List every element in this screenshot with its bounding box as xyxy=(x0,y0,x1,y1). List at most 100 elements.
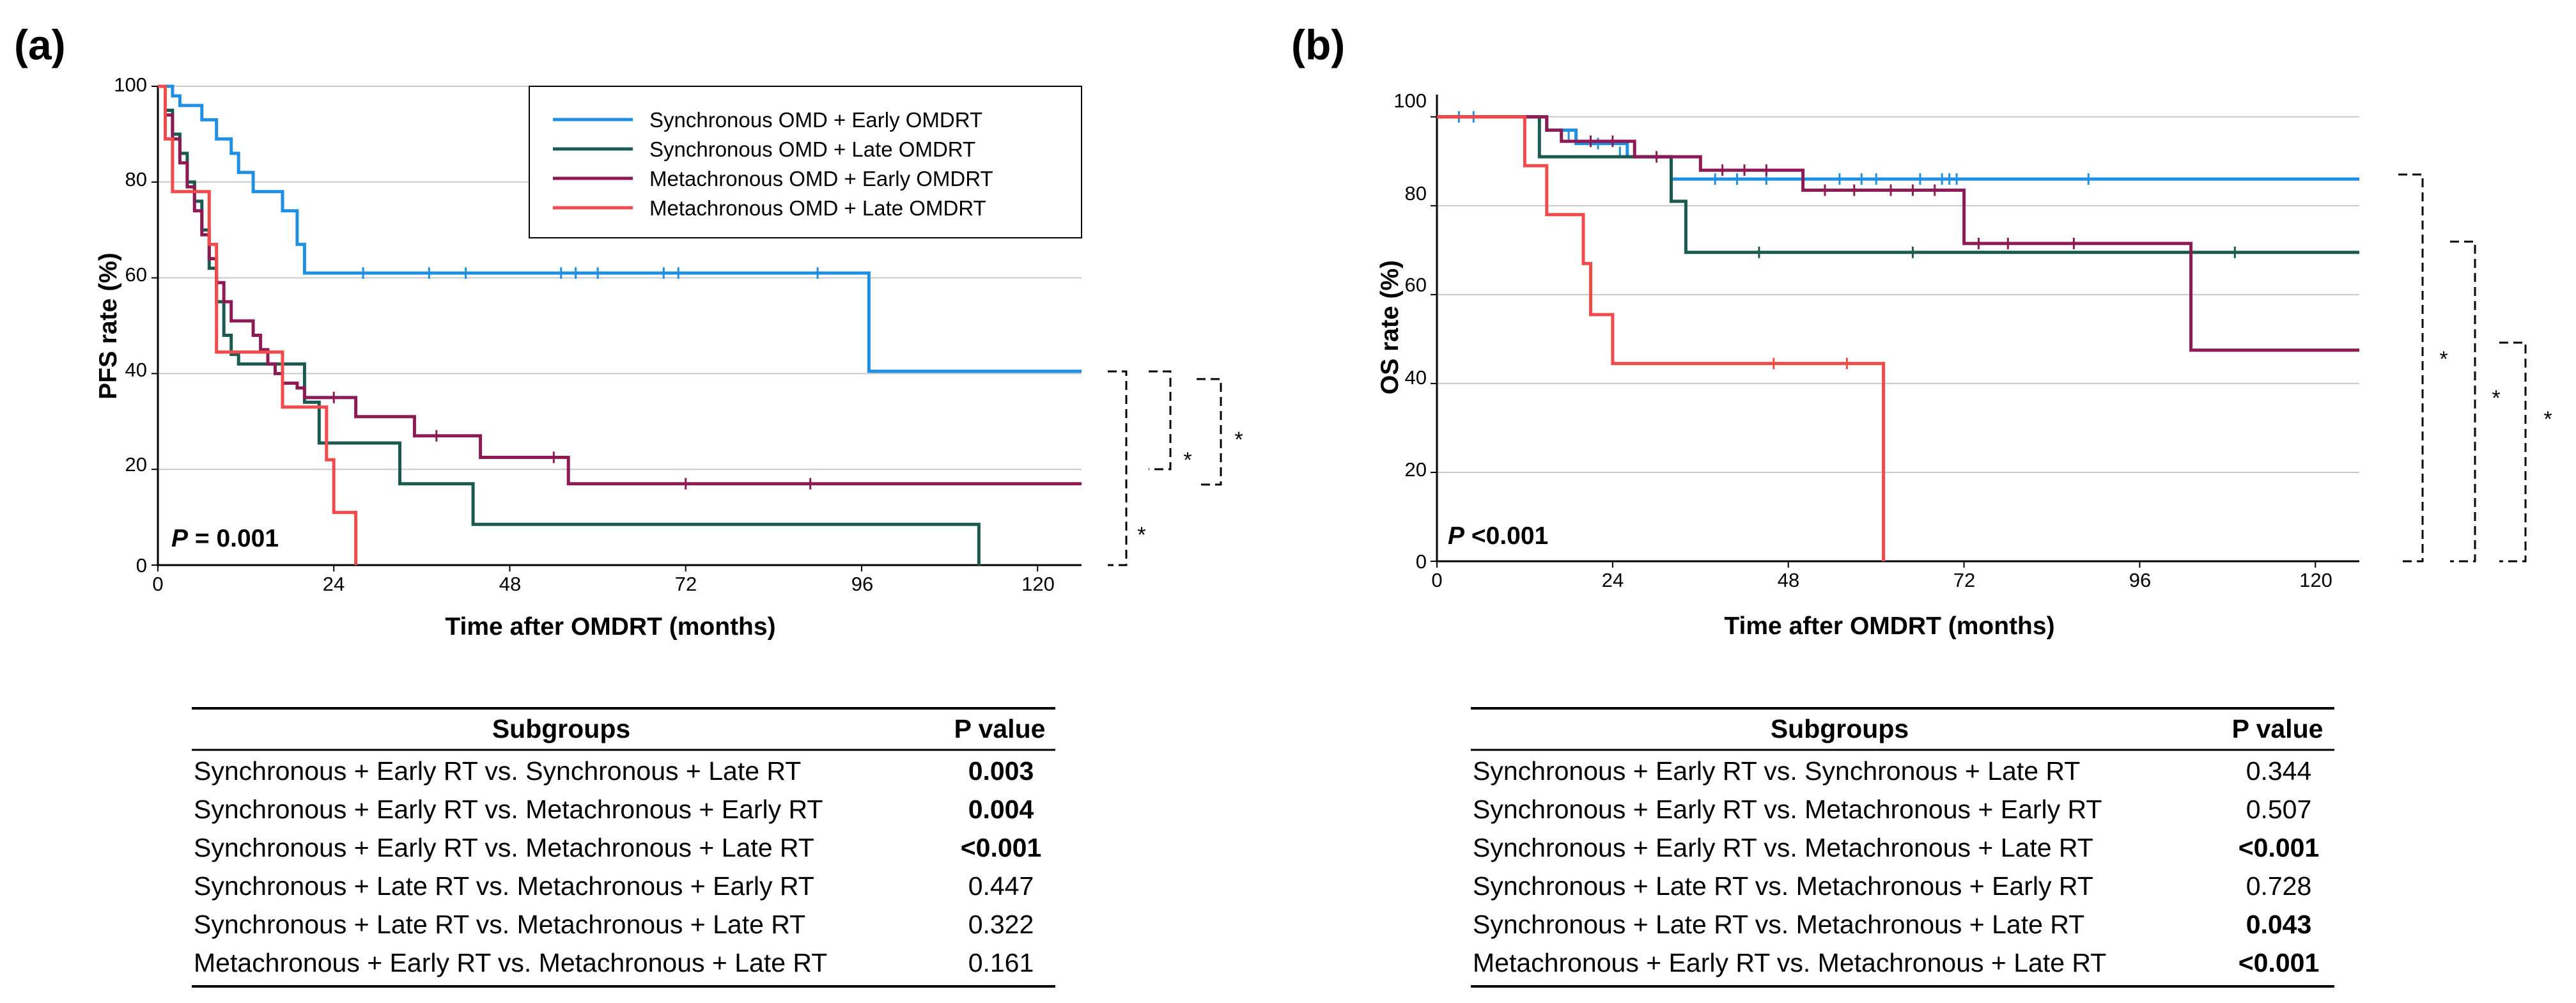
table-row: Synchronous + Late RT vs. Metachronous +… xyxy=(194,871,1034,901)
y-tick-labels-b: 0 20 40 60 80 100 xyxy=(1393,89,1427,573)
table-row: Synchronous + Early RT vs. Metachronous … xyxy=(1473,833,2319,862)
table-a-header-pvalue: P value xyxy=(954,714,1046,743)
bracket-a-2 xyxy=(1149,370,1172,470)
table-b-row2-label: Synchronous + Early RT vs. Metachronous … xyxy=(1473,795,2102,824)
legend-label-sync-early: Synchronous OMD + Early OMDRT xyxy=(649,108,982,132)
x-tick-label-48: 48 xyxy=(1778,569,1799,591)
panel-b-os-chart: (b) 0 20 40 60 80 100 0 24 48 72 96 120 … xyxy=(1291,21,2552,640)
ticks-a xyxy=(151,86,1039,571)
significance-brackets-a: * * * xyxy=(1108,370,1243,566)
table-a-row5-p: 0.322 xyxy=(968,910,1034,939)
y-tick-label-0: 0 xyxy=(1416,550,1427,573)
table-row: Synchronous + Early RT vs. Synchronous +… xyxy=(194,756,1034,786)
table-b-row3-p: <0.001 xyxy=(2238,833,2320,862)
table-row: Synchronous + Early RT vs. Metachronous … xyxy=(1473,795,2311,824)
y-tick-label-40: 40 xyxy=(125,359,147,381)
table-b-row4-label: Synchronous + Late RT vs. Metachronous +… xyxy=(1473,871,2093,901)
table-b-row2-p: 0.507 xyxy=(2246,795,2312,824)
p-value-a: = 0.001 xyxy=(188,525,279,552)
x-axis-title-b: Time after OMDRT (months) xyxy=(1724,612,2054,640)
ticks-b xyxy=(1431,116,2316,568)
km-curve-meta-early xyxy=(158,84,1082,486)
legend-label-meta-early: Metachronous OMD + Early OMDRT xyxy=(649,167,993,190)
table-row: Synchronous + Late RT vs. Metachronous +… xyxy=(1473,871,2311,901)
bracket-b-2 xyxy=(2450,240,2476,563)
table-b-row1-label: Synchronous + Early RT vs. Synchronous +… xyxy=(1473,756,2080,786)
bracket-b-3 xyxy=(2499,341,2527,563)
y-axis-title-b: OS rate (%) xyxy=(1376,260,1404,394)
x-tick-label-24: 24 xyxy=(323,573,345,595)
x-tick-label-48: 48 xyxy=(499,573,521,595)
table-b-row6-label: Metachronous + Early RT vs. Metachronous… xyxy=(1473,948,2106,977)
x-tick-label-96: 96 xyxy=(2129,569,2151,591)
bracket-a-1 xyxy=(1108,370,1128,566)
km-curve-meta-late xyxy=(1437,115,1886,561)
x-tick-label-72: 72 xyxy=(1953,569,1975,591)
km-curve-meta-late xyxy=(158,84,358,565)
y-tick-label-60: 60 xyxy=(125,263,147,286)
table-b-header-subgroups: Subgroups xyxy=(1771,714,1909,743)
bracket-b-1 xyxy=(2398,173,2424,563)
pvalue-table-a: Subgroups P value Synchronous + Early RT… xyxy=(192,707,1055,988)
table-row: Synchronous + Early RT vs. Metachronous … xyxy=(194,795,1034,824)
sig-mark-b-2: * xyxy=(2492,386,2500,410)
y-tick-label-0: 0 xyxy=(136,554,147,577)
x-tick-label-72: 72 xyxy=(675,573,697,595)
table-b-row5-p: 0.043 xyxy=(2246,910,2312,939)
x-tick-label-120: 120 xyxy=(1021,573,1055,595)
x-tick-label-24: 24 xyxy=(1602,569,1624,591)
sig-mark-a-3: * xyxy=(1234,428,1243,452)
table-b-row5-label: Synchronous + Late RT vs. Metachronous +… xyxy=(1473,910,2084,939)
legend-label-meta-late: Metachronous OMD + Late OMDRT xyxy=(649,196,986,220)
table-a-row3-label: Synchronous + Early RT vs. Metachronous … xyxy=(194,833,814,862)
table-a-row5-label: Synchronous + Late RT vs. Metachronous +… xyxy=(194,910,805,939)
sig-mark-a-2: * xyxy=(1183,448,1191,472)
table-a-row3-p: <0.001 xyxy=(961,833,1042,862)
series-group-b xyxy=(1437,111,2359,561)
sig-mark-a-1: * xyxy=(1137,523,1145,547)
p-value-b: <0.001 xyxy=(1464,522,1548,550)
legend-label-sync-late: Synchronous OMD + Late OMDRT xyxy=(649,137,975,161)
km-curve-sync-early xyxy=(158,84,1082,373)
p-italic-b: P xyxy=(1448,522,1465,550)
sig-mark-b-3: * xyxy=(2543,407,2552,432)
y-tick-label-100: 100 xyxy=(1393,89,1427,112)
x-tick-labels-b: 0 24 48 72 96 120 xyxy=(1431,569,2332,591)
y-tick-label-80: 80 xyxy=(125,168,147,190)
panel-label-a: (a) xyxy=(14,21,66,68)
sig-mark-b-1: * xyxy=(2439,347,2448,371)
y-tick-labels-a: 0 20 40 60 80 100 xyxy=(114,74,147,577)
x-tick-labels-a: 0 24 48 72 96 120 xyxy=(152,573,1054,595)
table-a-row1-label: Synchronous + Early RT vs. Synchronous +… xyxy=(194,756,801,786)
table-row: Synchronous + Early RT vs. Metachronous … xyxy=(194,833,1041,862)
table-row: Synchronous + Late RT vs. Metachronous +… xyxy=(194,910,1034,939)
x-tick-label-0: 0 xyxy=(152,573,163,595)
table-row: Metachronous + Early RT vs. Metachronous… xyxy=(1473,948,2319,977)
x-tick-label-120: 120 xyxy=(2299,569,2332,591)
y-tick-label-100: 100 xyxy=(114,74,147,96)
p-value-text-b: P <0.001 xyxy=(1448,522,1548,550)
x-axis-title-a: Time after OMDRT (months) xyxy=(445,613,775,641)
km-curve-sync-early xyxy=(1437,115,2359,181)
table-row: Metachronous + Early RT vs. Metachronous… xyxy=(194,948,1034,977)
table-a-header-subgroups: Subgroups xyxy=(492,714,630,743)
y-tick-label-20: 20 xyxy=(1405,458,1427,481)
x-tick-label-0: 0 xyxy=(1431,569,1442,591)
table-b-header-pvalue: P value xyxy=(2232,714,2324,743)
table-b-row1-p: 0.344 xyxy=(2246,756,2312,786)
km-curve-meta-early xyxy=(1437,115,2359,352)
p-value-text-a: P = 0.001 xyxy=(171,525,279,552)
table-row: Synchronous + Early RT vs. Synchronous +… xyxy=(1473,756,2311,786)
bracket-a-3 xyxy=(1197,378,1222,486)
legend-box-a xyxy=(529,86,1082,238)
table-b-row3-label: Synchronous + Early RT vs. Metachronous … xyxy=(1473,833,2093,862)
table-a-row4-p: 0.447 xyxy=(968,871,1034,901)
y-tick-label-40: 40 xyxy=(1405,366,1427,389)
table-a-row4-label: Synchronous + Late RT vs. Metachronous +… xyxy=(194,871,814,901)
panel-label-b: (b) xyxy=(1291,21,1345,68)
x-tick-label-96: 96 xyxy=(851,573,873,595)
table-b-row6-p: <0.001 xyxy=(2238,948,2320,977)
series-group-a xyxy=(158,84,1082,565)
table-a-row1-p: 0.003 xyxy=(968,756,1034,786)
